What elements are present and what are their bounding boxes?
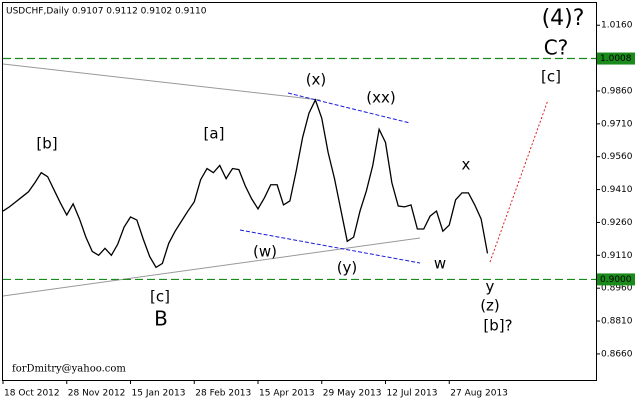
y-tick-label: 0.9260: [601, 218, 633, 228]
wave-label: (y): [337, 259, 358, 277]
trendline: [2, 63, 321, 101]
plot-frame: [2, 2, 597, 381]
x-tick-label: 28 Nov 2012: [68, 389, 126, 399]
watermark: forDmitry@yahoo.com: [12, 364, 126, 375]
x-tick-label: 15 Apr 2013: [259, 389, 315, 399]
wave-label: [c]: [150, 288, 170, 306]
x-tick-label: 18 Oct 2012: [4, 389, 60, 399]
projection-line: [489, 99, 549, 263]
x-tick-label: 28 Feb 2013: [195, 389, 251, 399]
price-line: [2, 98, 489, 269]
wave-label: (w): [253, 243, 277, 261]
y-tick-label: 0.9410: [601, 185, 633, 195]
wave-label: [a]: [204, 125, 225, 143]
channel-line: [239, 229, 421, 264]
wave-label: [c]: [541, 68, 561, 86]
chart-title: USDCHF,Daily 0.9107 0.9112 0.9102 0.9110: [6, 7, 207, 17]
y-tick-label: 0.9710: [601, 119, 633, 129]
wave-label: C?: [544, 36, 569, 60]
wave-label: w: [434, 255, 446, 273]
wave-label: y: [486, 278, 495, 296]
y-tick-label: 0.8660: [601, 349, 633, 359]
level-tag: [597, 52, 635, 65]
y-tick-label: 1.0160: [601, 21, 633, 31]
wave-label: x: [462, 156, 471, 174]
level-tag: [597, 273, 635, 286]
y-tick-label: 0.9560: [601, 152, 633, 162]
y-tick-label: 0.8810: [601, 317, 633, 327]
x-tick-label: 12 Jul 2013: [387, 389, 438, 399]
x-tick-label: 29 May 2013: [323, 389, 382, 399]
x-tick-label: 27 Aug 2013: [450, 389, 508, 399]
x-tick-label: 15 Jan 2013: [132, 389, 186, 399]
y-tick-label: 0.9110: [601, 251, 633, 261]
trendline: [2, 237, 421, 297]
wave-label: [b]: [36, 135, 57, 153]
level-label: 1.0008: [600, 54, 632, 64]
wave-label: (4)?: [542, 6, 585, 31]
wave-label: (xx): [366, 89, 395, 107]
channel-line: [287, 92, 411, 124]
y-tick-label: 0.8960: [601, 284, 633, 294]
wave-label: [b]?: [483, 317, 512, 335]
wave-label: (x): [306, 71, 327, 89]
wave-label: B: [154, 307, 168, 331]
level-label: 0.9000: [600, 275, 632, 285]
y-tick-label: 0.9860: [601, 86, 633, 96]
wave-label: (z): [480, 297, 500, 315]
